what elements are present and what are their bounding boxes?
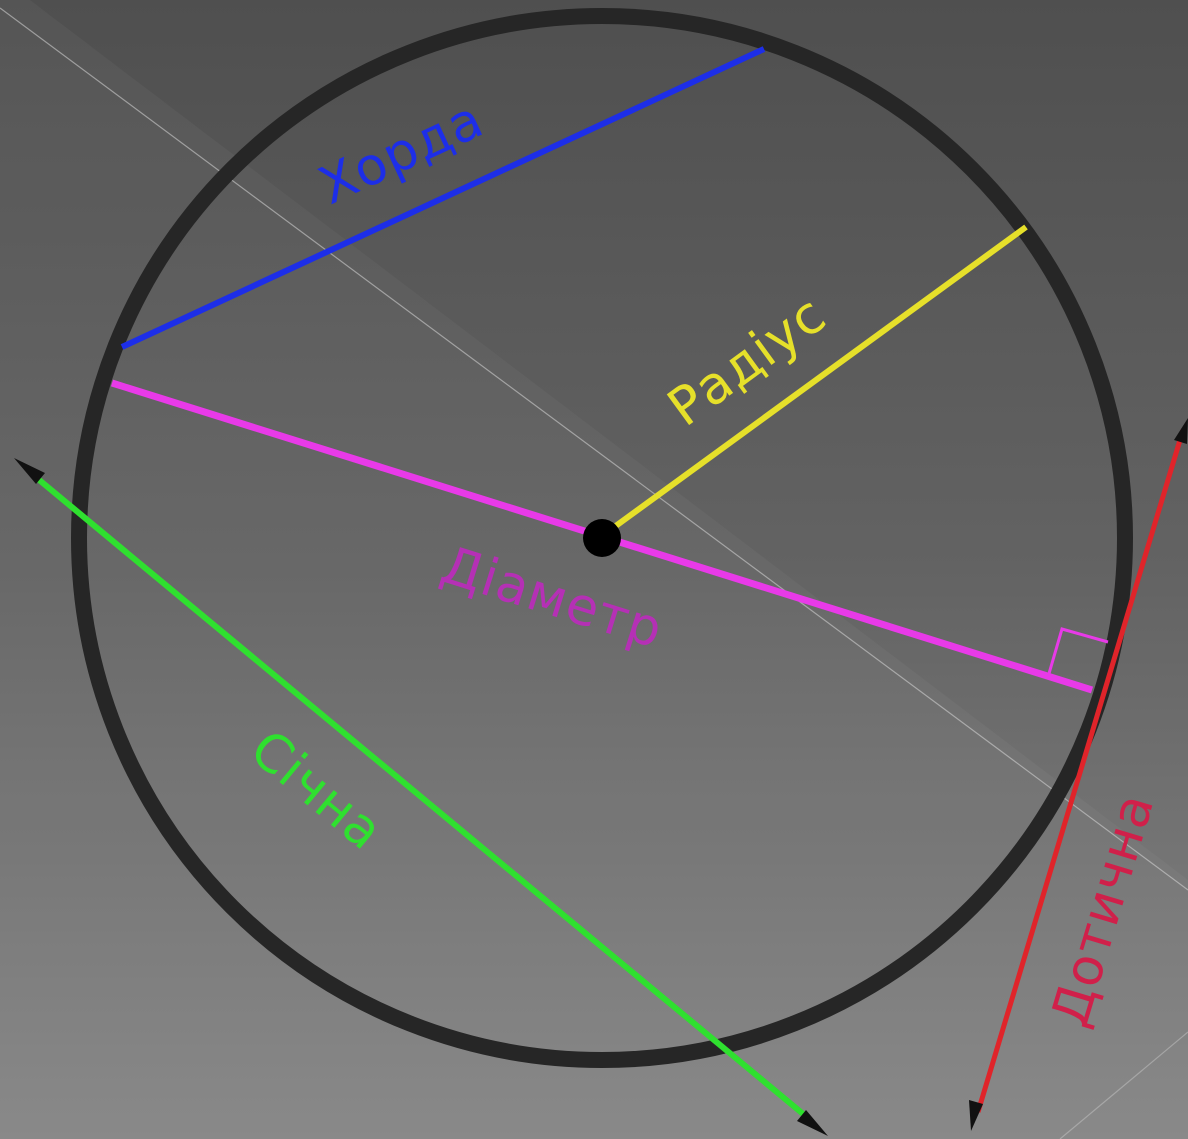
tangent-line: [975, 429, 1186, 1113]
secant-line: [30, 471, 810, 1121]
radius-line: [600, 224, 1028, 539]
secant-arrowhead-end: [797, 1110, 828, 1136]
circle-outline: [71, 8, 1133, 1068]
center-point: [583, 519, 621, 557]
right-angle-marker: [1046, 627, 1109, 678]
secant-arrowhead-start: [14, 458, 45, 484]
chord-line: [120, 46, 766, 350]
background-diagonal-line-lower: [1059, 1031, 1188, 1139]
tangent-arrowhead-start: [1174, 418, 1188, 444]
background-diagonal-line: [0, 7, 1188, 891]
tangent-arrowhead-end: [969, 1100, 983, 1131]
